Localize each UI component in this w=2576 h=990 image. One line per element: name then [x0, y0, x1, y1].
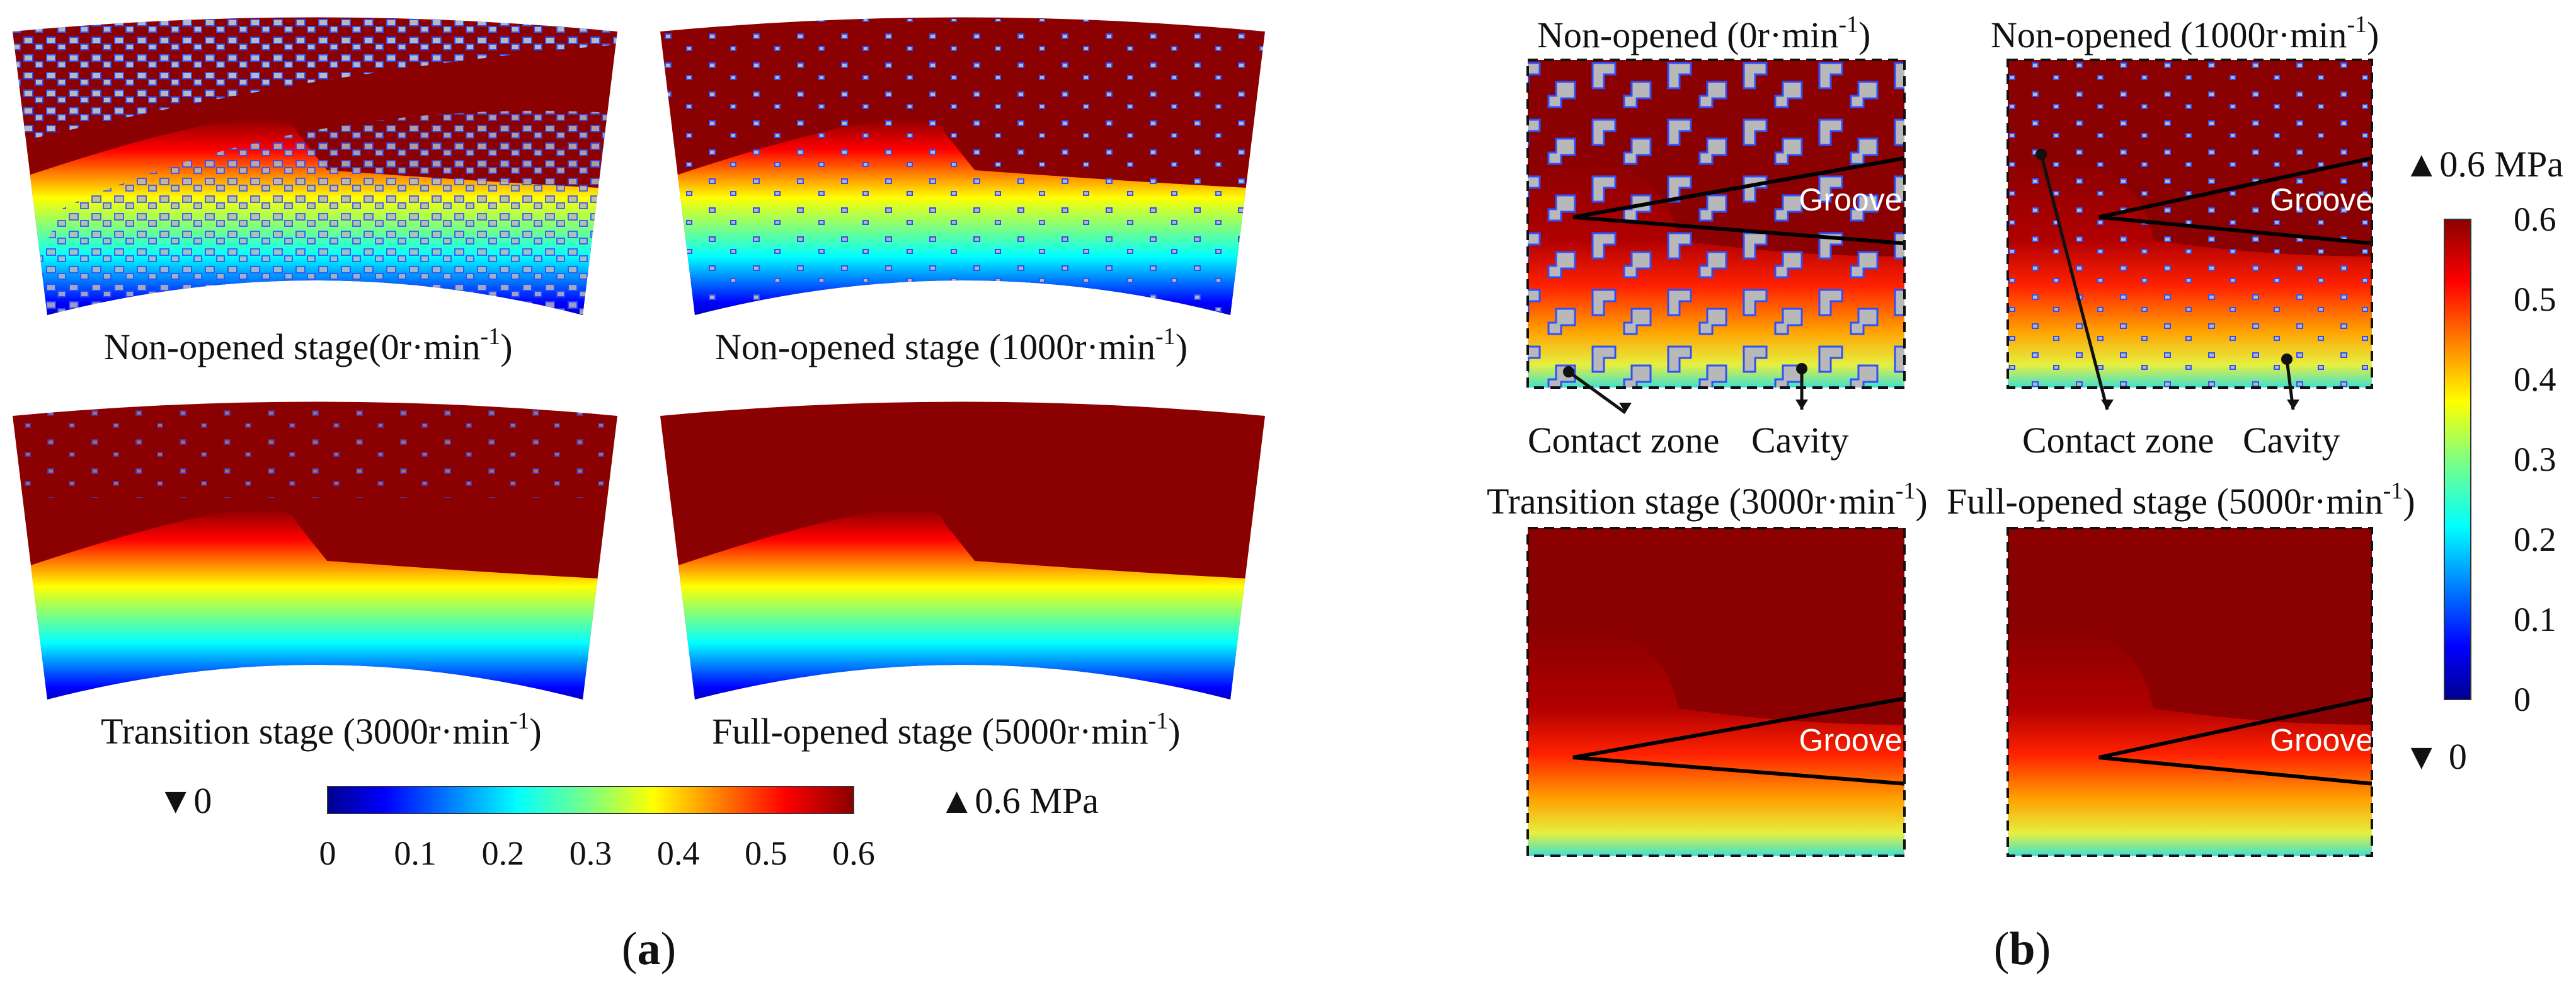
- groove-label: Groove: [2270, 182, 2373, 217]
- colorbar-a-tick: 0.2: [482, 834, 525, 872]
- panel-b-label: (b): [1994, 923, 2051, 975]
- groove-outline: [2098, 696, 2373, 786]
- cavity-scatter: [2008, 60, 2372, 388]
- groove-outline: [1572, 696, 1905, 786]
- colorbar-a-tick: 0.5: [745, 834, 787, 872]
- annotation-dot: [2035, 149, 2047, 160]
- subplot-b3: Groove: [1526, 527, 1906, 857]
- subplot-a2-title: Non-opened stage (1000r·min-1): [715, 323, 1188, 367]
- groove-outline: [1572, 156, 1905, 246]
- colorbar-a-max-marker: ▲0.6 MPa: [939, 780, 1099, 821]
- groove-outline: [2098, 156, 2373, 246]
- cavity-scatter: [13, 403, 617, 498]
- annotation-dot: [2281, 354, 2293, 365]
- panel-a-label: (a): [622, 923, 676, 975]
- pressure-gradient-band: [1528, 628, 1904, 856]
- colorbar-a-min-marker: ▼0: [157, 780, 212, 821]
- colorbar-b: [2444, 219, 2471, 700]
- colorbar-a-tick: 0.1: [394, 834, 437, 872]
- subplot-a1-title: Non-opened stage(0r·min-1): [104, 323, 513, 367]
- colorbar-b-tick: 0.6: [2514, 200, 2556, 238]
- panel-a-subplots: [13, 17, 1265, 699]
- colorbar-b-tick: 0.1: [2514, 601, 2556, 638]
- colorbar-a-ticks: 0 0.1 0.2 0.3 0.4 0.5 0.6: [319, 834, 875, 872]
- subplot-a4: [660, 401, 1265, 699]
- annotation-cavity-2: Cavity: [2243, 420, 2340, 461]
- subplot-b1-title: Non-opened (0r·min-1): [1537, 11, 1870, 55]
- zoom-frame: [2006, 59, 2373, 389]
- subplot-b1: Groove: [1526, 59, 1906, 389]
- annotation-contact-zone-2: Contact zone: [2022, 420, 2214, 461]
- arrow-head: [2287, 400, 2299, 410]
- cavity-cluster: [1528, 60, 1904, 388]
- zoom-frame: [1526, 527, 1906, 857]
- annotation-cavity-1: Cavity: [1751, 420, 1849, 461]
- subplot-b4: Groove: [2006, 527, 2373, 857]
- colorbar-a-tick: 0.3: [570, 834, 612, 872]
- arrow-head: [2101, 400, 2114, 410]
- colorbar-a-tick: 0.6: [832, 834, 875, 872]
- subplot-a1: [13, 17, 617, 315]
- colorbar-b-tick: 0: [2514, 681, 2531, 718]
- arrow-head: [1619, 403, 1632, 413]
- pressure-gradient-band: [660, 509, 1265, 699]
- colorbar-b-tick: 0.4: [2514, 360, 2556, 398]
- colorbar-b-min-marker: ▼ 0: [2403, 736, 2467, 777]
- colorbar-a-tick: 0.4: [657, 834, 700, 872]
- subplot-b3-title: Transition stage (3000r·min-1): [1487, 478, 1928, 522]
- annotation-arrow: [1567, 370, 1627, 415]
- annotation-dot: [1796, 363, 1807, 374]
- subplot-a3-title: Transition stage (3000r·min-1): [101, 708, 542, 752]
- subplot-b2: Groove: [2006, 59, 2373, 389]
- annotation-dot: [1563, 366, 1574, 377]
- pressure-gradient-band: [2008, 628, 2372, 856]
- annotation-contact-zone-1: Contact zone: [1528, 420, 1719, 461]
- cavity-cluster-band: [13, 17, 617, 145]
- subplot-a3: [13, 401, 617, 699]
- cavity-scatter: [660, 19, 1265, 315]
- annotation-arrow: [2039, 154, 2109, 410]
- groove-label: Groove: [1799, 723, 1903, 758]
- colorbar-a: [327, 786, 854, 814]
- arrow-head: [1795, 400, 1808, 410]
- pressure-gradient-band: [13, 509, 617, 699]
- groove-label: Groove: [2270, 723, 2373, 758]
- colorbar-b-tick: 0.2: [2514, 521, 2556, 558]
- colorbar-a-tick: 0: [319, 834, 336, 872]
- cavity-cluster-band: [13, 110, 617, 315]
- groove-label: Groove: [1799, 182, 1903, 217]
- colorbar-b-ticks: 0 0.1 0.2 0.3 0.4 0.5 0.6: [2514, 200, 2556, 718]
- subplot-b2-title: Non-opened (1000r·min-1): [1991, 11, 2379, 55]
- subplot-b4-title: Full-opened stage (5000r·min-1): [1947, 478, 2415, 522]
- zoom-frame: [2006, 527, 2373, 857]
- panel-b-subplots: Groove Groove Groove Groove: [1526, 59, 2373, 857]
- colorbar-b-tick: 0.5: [2514, 280, 2556, 318]
- colorbar-b-tick: 0.3: [2514, 440, 2556, 478]
- colorbar-b-max-marker: ▲0.6 MPa: [2403, 144, 2563, 185]
- subplot-a2: [660, 17, 1265, 315]
- subplot-a4-title: Full-opened stage (5000r·min-1): [712, 708, 1181, 752]
- zoom-frame: [1526, 59, 1906, 389]
